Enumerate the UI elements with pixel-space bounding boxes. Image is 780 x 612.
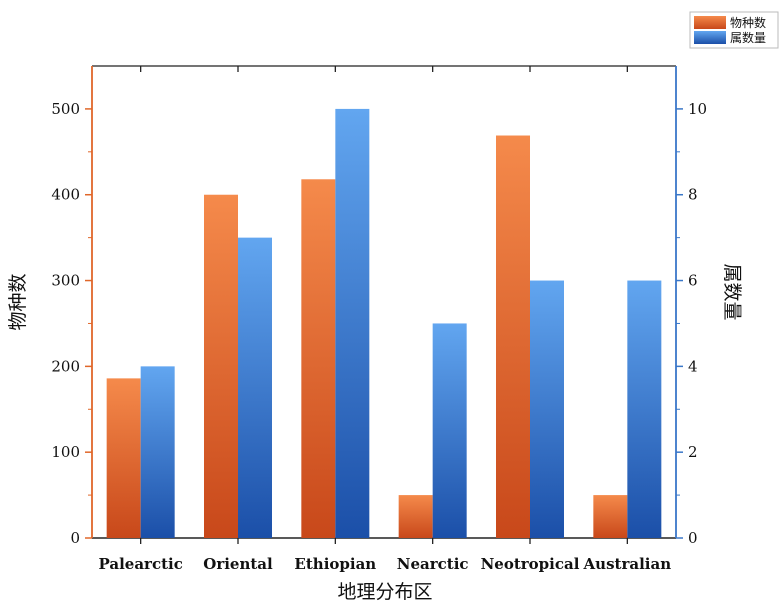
legend-swatch-species [694, 16, 726, 29]
left-y-tick-label: 300 [51, 272, 80, 290]
left-y-tick-label: 200 [51, 357, 80, 375]
legend-swatch-genera [694, 31, 726, 44]
category-label: Palearctic [98, 555, 182, 573]
right-y-tick-label: 0 [688, 529, 698, 547]
category-label: Oriental [203, 555, 273, 573]
right-y-tick-label: 8 [688, 186, 698, 204]
bar-genera [238, 237, 272, 539]
left-y-ticks: 0 100 200 300 400 500 [51, 100, 92, 547]
bar-species [204, 194, 238, 538]
legend-label-species: 物种数 [730, 15, 766, 30]
category-label: Neotropical [481, 555, 580, 573]
right-y-ticks: 0 2 4 6 8 10 [676, 100, 707, 547]
right-y-tick-label: 2 [688, 443, 698, 461]
bar-genera [335, 108, 370, 538]
right-y-tick-label: 6 [688, 272, 698, 290]
legend: 物种数 属数量 [689, 11, 779, 49]
left-y-tick-label: 500 [51, 100, 80, 118]
left-y-tick-label: 100 [51, 443, 80, 461]
bar-genera [530, 280, 564, 538]
category-labels: Palearctic Oriental Ethiopian Nearctic Neotr… [98, 555, 671, 573]
legend-label-genera: 属数量 [730, 30, 766, 45]
x-axis-title: 地理分布区 [337, 581, 432, 603]
right-y-axis-title: 属数量 [721, 263, 743, 320]
right-y-tick-label: 4 [688, 357, 698, 375]
category-label: Australian [583, 555, 672, 573]
bar-species [496, 135, 530, 538]
right-y-tick-label: 10 [688, 100, 707, 118]
bar-species [398, 495, 433, 538]
left-y-axis-title: 物种数 [7, 273, 29, 330]
bar-species [106, 378, 141, 538]
x-ticks [140, 66, 628, 544]
bar-genera [627, 280, 662, 538]
bar-genera [432, 323, 467, 538]
left-y-tick-label: 0 [70, 529, 80, 547]
bar-species [593, 495, 628, 538]
category-label: Nearctic [397, 555, 469, 573]
bars-group [106, 108, 662, 539]
bar-species [301, 179, 336, 538]
bar-genera [140, 366, 175, 538]
left-y-tick-label: 400 [51, 186, 80, 204]
category-label: Ethiopian [294, 555, 376, 573]
